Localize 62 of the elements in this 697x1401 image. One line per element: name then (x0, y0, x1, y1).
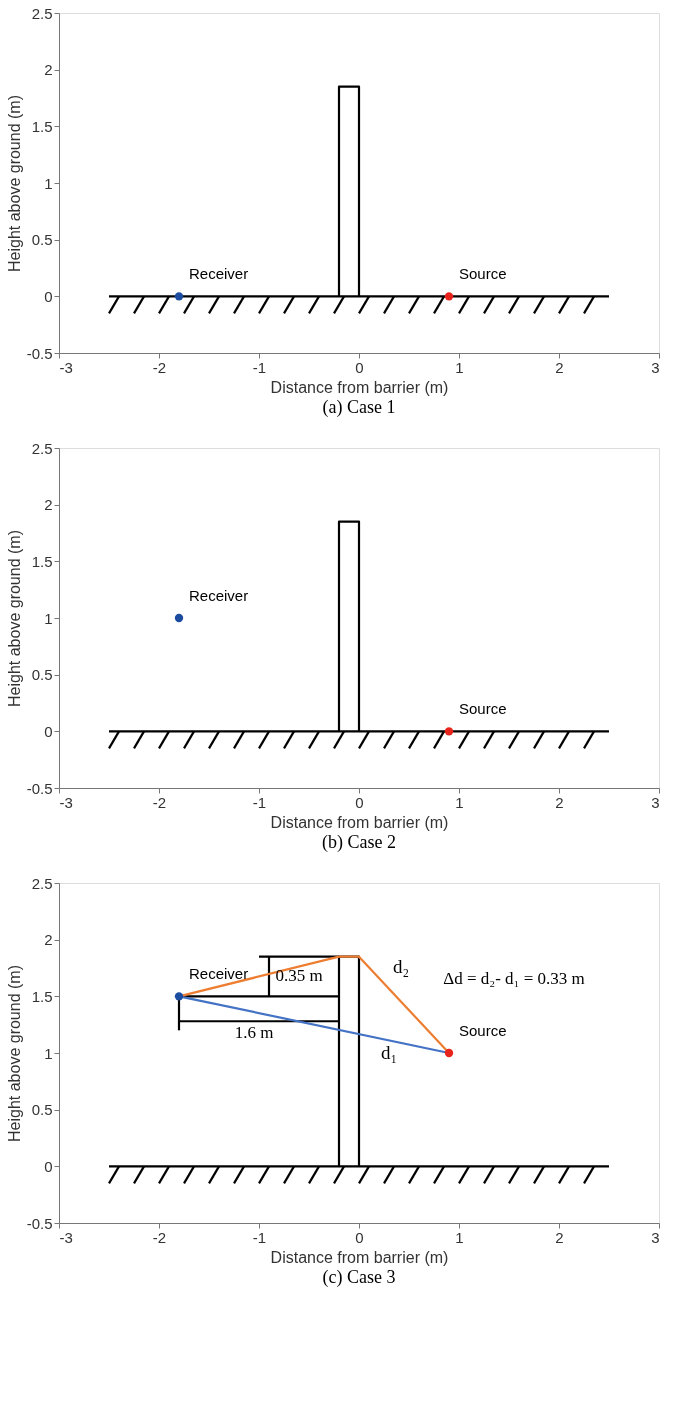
x-tick-label: -1 (252, 358, 267, 376)
x-tick-label: -3 (59, 793, 73, 811)
y-tick-label: 0.5 (31, 231, 53, 249)
x-tick-label: 1 (455, 1228, 464, 1246)
y-tick-label: -0.5 (26, 779, 53, 797)
x-tick-label: -1 (252, 1228, 267, 1246)
y-tick-label: 2 (44, 931, 53, 949)
y-tick-label: 0.5 (31, 666, 53, 684)
annotation: 1.6 m (234, 1023, 274, 1042)
x-tick-label: -1 (252, 793, 267, 811)
series-label: Source (459, 1022, 507, 1039)
text: (c) Case 3 (322, 1267, 396, 1288)
x-tick-label: 3 (651, 358, 660, 376)
x-tick-label: -3 (59, 1228, 73, 1246)
annotation: Δd = d₂- d₁ = 0.33 m (443, 969, 585, 988)
x-tick-label: 1 (455, 358, 464, 376)
x-tick-label: 3 (651, 1228, 660, 1246)
y-tick-label: 0.5 (31, 1101, 53, 1119)
annotation: 0.35 m (275, 966, 323, 985)
x-tick-label: 0 (355, 358, 364, 376)
y-tick-label: 1 (44, 174, 53, 192)
text: (b) Case 2 (322, 832, 396, 853)
y-tick-label: 1 (44, 609, 53, 627)
y-tick-label: -0.5 (26, 1214, 53, 1232)
y-tick-label: 0 (44, 722, 53, 740)
series-label: Receiver (189, 265, 249, 283)
y-axis-title: Height above ground (m) (5, 530, 23, 707)
x-tick-label: -2 (152, 793, 167, 811)
x-axis-title: Distance from barrier (m) (270, 1248, 449, 1266)
x-tick-label: 2 (555, 793, 564, 811)
y-tick-label: 1 (44, 1044, 53, 1062)
y-axis-title: Height above ground (m) (5, 95, 23, 272)
y-tick-label: 0 (44, 287, 53, 305)
x-tick-label: 2 (555, 1228, 564, 1246)
x-tick-label: -2 (152, 1228, 167, 1246)
x-tick-label: 2 (555, 358, 564, 376)
x-tick-label: 0 (355, 793, 364, 811)
x-axis-title: Distance from barrier (m) (270, 813, 449, 831)
x-axis-title: Distance from barrier (m) (270, 378, 449, 396)
series-label: Source (459, 700, 507, 718)
y-tick-label: 0 (44, 1157, 53, 1175)
annotation: d₁ (380, 1042, 398, 1063)
annotation: d₂ (392, 956, 410, 977)
y-tick-label: 1.5 (31, 552, 53, 570)
x-tick-label: 0 (355, 1228, 364, 1246)
x-tick-label: -2 (152, 358, 167, 376)
x-tick-label: 1 (455, 793, 464, 811)
y-tick-label: -0.5 (26, 344, 53, 362)
y-tick-label: 2.5 (31, 4, 53, 22)
y-tick-label: 2 (44, 61, 53, 79)
y-tick-label: 1.5 (31, 117, 53, 135)
text: (a) Case 1 (322, 397, 396, 418)
y-tick-label: 2.5 (31, 439, 53, 457)
series-label: Receiver (189, 587, 249, 604)
series-label: Source (459, 265, 507, 283)
y-tick-label: 2.5 (31, 874, 53, 892)
y-tick-label: 2 (44, 496, 53, 514)
y-axis-title: Height above ground (m) (5, 965, 23, 1142)
x-tick-label: 3 (651, 793, 660, 811)
series-label: Receiver (189, 965, 249, 983)
x-tick-label: -3 (59, 358, 73, 376)
y-tick-label: 1.5 (31, 987, 53, 1005)
